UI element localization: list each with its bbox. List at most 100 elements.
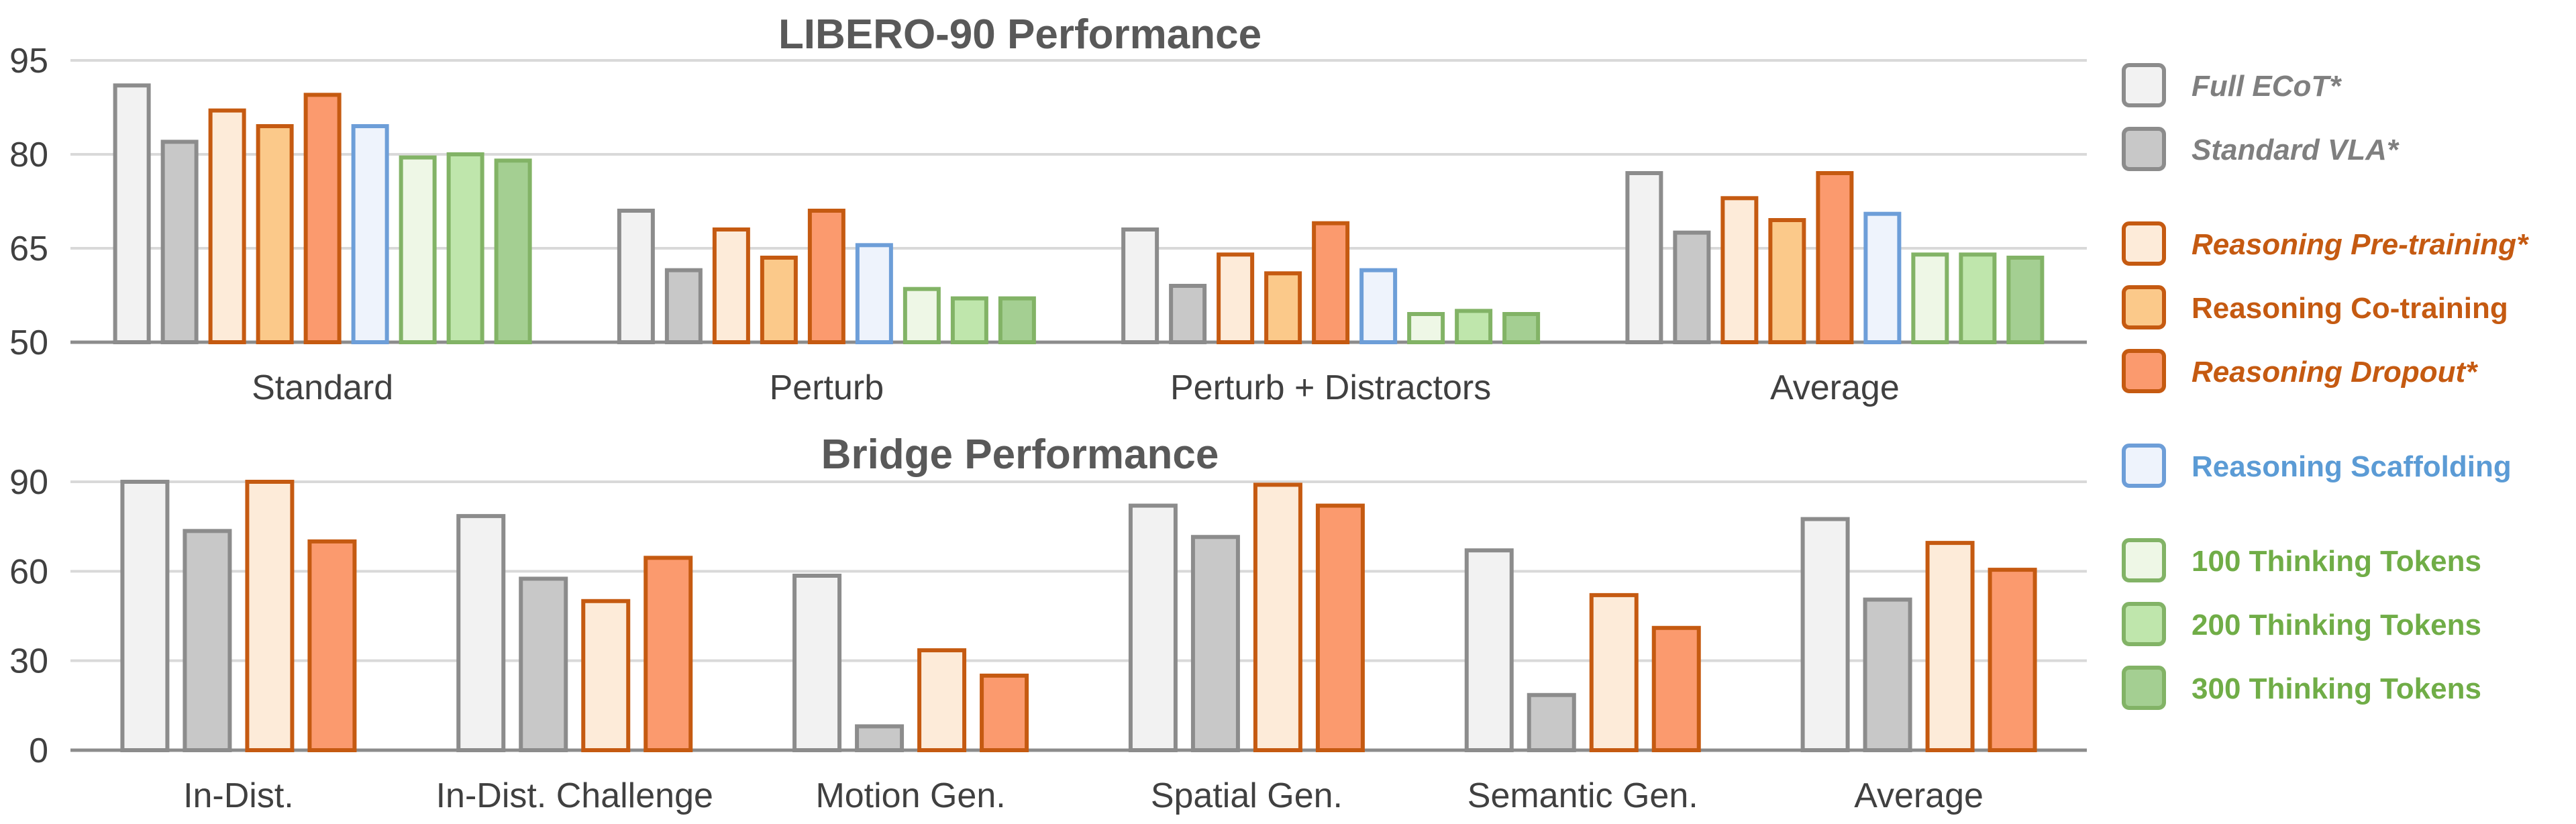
bar-reasoning-dropout-in-dist (307, 539, 357, 753)
y-tick-label: 95 (9, 42, 48, 81)
libero-chart-title: LIBERO-90 Performance (778, 11, 1261, 58)
legend-label-200-thinking-tokens: 200 Thinking Tokens (2192, 609, 2481, 641)
bar-full-ecot-average (1625, 171, 1663, 344)
bar-reasoning-dropout-average (1988, 568, 2037, 752)
bar-standard-vla-standard (160, 140, 199, 344)
x-category-label: Average (1770, 368, 1900, 407)
bar-full-ecot-in-dist (120, 480, 170, 752)
bar-reasoning-dropout-average (1816, 171, 1854, 344)
legend-swatch-300-thinking-tokens (2122, 666, 2166, 710)
bar-standard-vla-motion-gen (855, 724, 905, 753)
bar-300-thinking-tokens-average (2006, 256, 2045, 344)
bar-full-ecot-perturb (617, 209, 655, 344)
bar-reasoning-pre-training-perturb-distractors (1217, 252, 1255, 345)
bar-standard-vla-in-dist (183, 529, 232, 752)
bar-reasoning-pre-training-standard (208, 108, 246, 345)
bar-reasoning-scaffolding-average (1863, 211, 1902, 344)
bar-reasoning-pre-training-semantic-gen (1589, 593, 1639, 753)
bar-reasoning-pre-training-average (1925, 541, 1975, 752)
legend-swatch-200-thinking-tokens (2122, 602, 2166, 646)
bar-reasoning-dropout-semantic-gen (1651, 625, 1701, 752)
x-category-label: Standard (252, 368, 393, 407)
x-category-label: Motion Gen. (815, 776, 1005, 815)
legend-label-reasoning-co-training: Reasoning Co-training (2192, 292, 2508, 325)
x-category-label: In-Dist. (183, 776, 294, 815)
bar-full-ecot-spatial-gen (1128, 503, 1178, 752)
bar-reasoning-scaffolding-standard (351, 124, 389, 344)
bar-200-thinking-tokens-perturb-distractors (1455, 309, 1493, 345)
y-tick-label: 90 (9, 463, 48, 502)
bar-standard-vla-in-dist-challenge (519, 576, 568, 753)
bar-standard-vla-spatial-gen (1190, 535, 1240, 752)
bar-200-thinking-tokens-average (1959, 252, 1997, 345)
x-category-label: Spatial Gen. (1151, 776, 1343, 815)
y-tick-label: 80 (9, 136, 48, 174)
bar-reasoning-pre-training-perturb (712, 227, 750, 344)
bar-100-thinking-tokens-perturb-distractors (1407, 312, 1445, 344)
bar-standard-vla-perturb (664, 268, 703, 344)
legend-label-reasoning-scaffolding: Reasoning Scaffolding (2192, 450, 2512, 483)
bridge-chart: Bridge Performance 0 30 60 90 In-Dist. In-Dis… (9, 431, 2087, 815)
legend-label-300-thinking-tokens: 300 Thinking Tokens (2192, 672, 2481, 705)
bar-full-ecot-semantic-gen (1464, 548, 1514, 752)
legend-swatch-reasoning-co-training (2122, 285, 2166, 329)
bar-reasoning-co-training-average (1768, 218, 1806, 344)
bar-reasoning-dropout-perturb (807, 209, 845, 344)
legend-label-100-thinking-tokens: 100 Thinking Tokens (2192, 545, 2481, 578)
y-tick-label: 60 (9, 552, 48, 591)
y-tick-label: 30 (9, 642, 48, 681)
legend-label-full-ecot: Full ECoT* (2192, 70, 2342, 103)
bar-reasoning-pre-training-in-dist-challenge (581, 599, 631, 752)
bar-100-thinking-tokens-perturb (903, 287, 941, 344)
bar-reasoning-pre-training-motion-gen (917, 648, 967, 752)
bar-reasoning-scaffolding-perturb-distractors (1359, 268, 1398, 344)
bar-300-thinking-tokens-perturb (998, 296, 1036, 344)
bridge-chart-title: Bridge Performance (821, 431, 1219, 478)
x-category-label: Average (1854, 776, 1983, 815)
legend-swatch-full-ecot (2122, 63, 2166, 107)
bar-reasoning-co-training-perturb-distractors (1264, 271, 1302, 345)
x-category-label: In-Dist. Challenge (436, 776, 713, 815)
legend-label-standard-vla: Standard VLA* (2192, 134, 2400, 166)
bar-reasoning-co-training-standard (256, 124, 294, 344)
bar-full-ecot-in-dist-challenge (456, 514, 506, 752)
bar-reasoning-pre-training-average (1720, 196, 1759, 345)
bar-reasoning-dropout-perturb-distractors (1312, 221, 1350, 344)
bar-300-thinking-tokens-perturb-distractors (1502, 312, 1541, 344)
bar-full-ecot-motion-gen (792, 574, 842, 752)
bar-reasoning-pre-training-spatial-gen (1253, 482, 1302, 752)
legend-swatch-standard-vla (2122, 127, 2166, 171)
x-category-label: Perturb + Distractors (1170, 368, 1491, 407)
bar-100-thinking-tokens-standard (399, 155, 437, 345)
bar-reasoning-dropout-in-dist-challenge (643, 556, 693, 752)
bar-reasoning-dropout-standard (303, 93, 342, 344)
bar-reasoning-scaffolding-perturb (855, 243, 893, 345)
bar-standard-vla-average (1863, 597, 1912, 752)
legend-label-reasoning-dropout: Reasoning Dropout* (2192, 356, 2478, 389)
bar-200-thinking-tokens-standard (446, 152, 484, 344)
libero-90-chart: LIBERO-90 Performance 50 65 80 95 Standard Pe… (9, 11, 2087, 407)
legend-swatch-reasoning-dropout (2122, 349, 2166, 393)
bar-standard-vla-semantic-gen (1527, 692, 1576, 753)
legend-label-reasoning-pre-training: Reasoning Pre-training* (2192, 228, 2529, 261)
bar-200-thinking-tokens-perturb (950, 296, 988, 344)
x-category-label: Semantic Gen. (1467, 776, 1698, 815)
legend-swatch-reasoning-scaffolding (2122, 444, 2166, 488)
bar-full-ecot-perturb-distractors (1121, 227, 1160, 344)
legend-swatch-reasoning-pre-training (2122, 221, 2166, 266)
legend: Full ECoT* Standard VLA* Reasoning Pre-tra… (2122, 63, 2529, 710)
y-tick-label: 0 (29, 731, 48, 770)
bar-reasoning-co-training-perturb (760, 256, 798, 344)
bar-100-thinking-tokens-average (1911, 252, 1949, 345)
bar-reasoning-dropout-spatial-gen (1315, 503, 1365, 752)
bar-standard-vla-average (1673, 230, 1711, 344)
y-tick-label: 50 (9, 323, 48, 362)
bar-full-ecot-average (1800, 517, 1850, 752)
legend-swatch-100-thinking-tokens (2122, 538, 2166, 582)
bar-standard-vla-perturb-distractors (1169, 284, 1207, 344)
bar-reasoning-pre-training-in-dist (245, 480, 295, 752)
y-tick-label: 65 (9, 229, 48, 268)
bar-300-thinking-tokens-standard (494, 158, 532, 344)
bar-full-ecot-standard (113, 83, 151, 344)
